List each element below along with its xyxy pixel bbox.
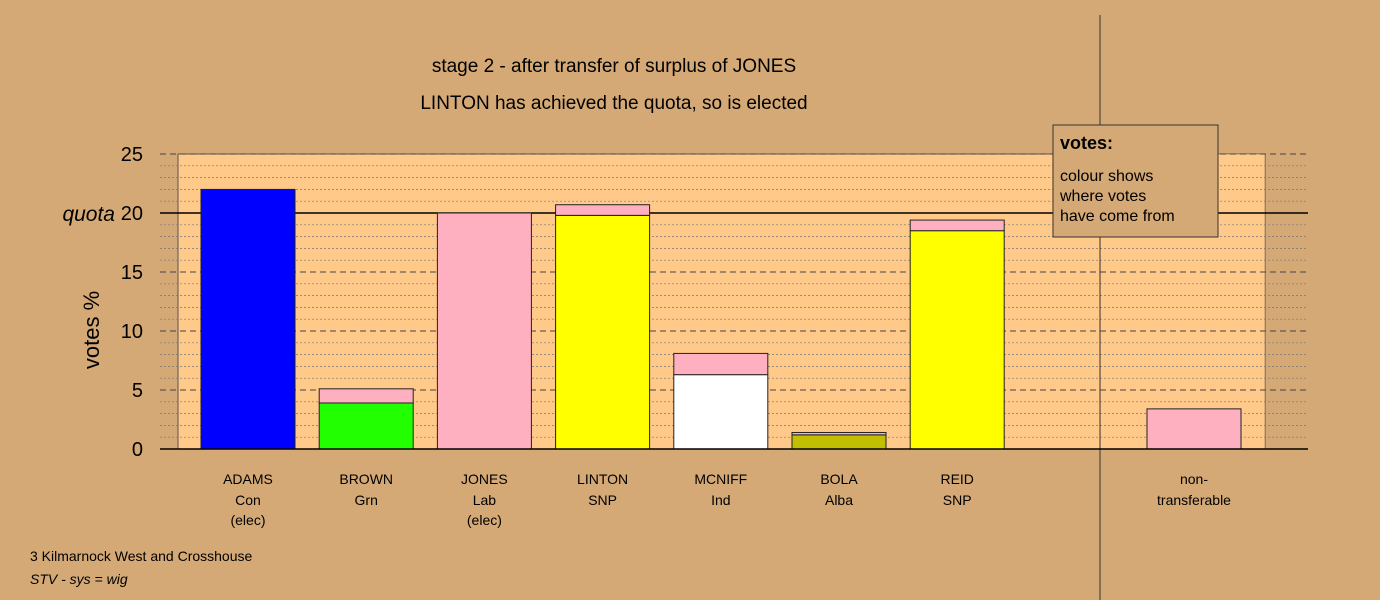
bar-bola-segment-1 [791,431,887,436]
y-tick-label: 0 [132,439,143,461]
footer-system: STV - sys = wig [30,571,128,587]
x-tick-label: Grn [355,492,378,508]
y-axis-label: votes % [79,291,104,369]
x-tick-label: (elec) [467,512,502,528]
chart-title: stage 2 - after transfer of surplus of J… [432,56,796,77]
bar-reid-segment-1 [909,219,1005,232]
legend-line: where votes [1059,188,1146,205]
x-axis-labels: ADAMS Con (elec) BROWN Grn JONES Lab (elec) LINT… [223,471,1231,528]
bar-mcniff-segment-1 [673,352,769,376]
bar-brown-segment-1 [318,388,414,404]
bar-nontransferable [1146,408,1242,450]
x-tick-label: JONES [461,471,508,487]
chart-subtitle: LINTON has achieved the quota, so is ele… [420,93,807,114]
y-tick-label: 25 [121,144,143,166]
bar-adams-segment-0 [200,188,296,450]
x-tick-label: SNP [588,492,617,508]
bar-jones-segment-0 [436,212,532,450]
y-tick-label: 5 [132,380,143,402]
x-tick-label: LINTON [577,471,628,487]
legend-box [1052,124,1219,238]
y-tick-label: 15 [121,262,143,284]
x-tick-label: Ind [711,492,730,508]
legend-line: colour shows [1060,168,1153,185]
x-tick-label: ADAMS [223,471,273,487]
y-tick-label: 20 [121,203,143,225]
x-tick-label: Lab [473,492,497,508]
legend: votes: colour shows where votes have com… [1052,124,1219,238]
x-tick-label: SNP [943,492,972,508]
bar-brown-segment-0 [318,402,414,450]
bar-linton-segment-0 [555,214,651,450]
bar-mcniff-segment-0 [673,374,769,450]
footer-ward: 3 Kilmarnock West and Crosshouse [30,548,253,564]
bar-reid-segment-0 [909,230,1005,450]
x-tick-label: (elec) [230,512,265,528]
legend-title: votes: [1060,133,1113,153]
x-tick-label: REID [940,471,973,487]
x-tick-label: Con [235,492,261,508]
x-tick-label: MCNIFF [694,471,747,487]
x-tick-label: non- [1180,471,1208,487]
x-tick-label: Alba [825,492,853,508]
bar-bola-segment-0 [791,434,887,450]
x-tick-label: BOLA [820,471,858,487]
quota-label: quota [62,203,115,226]
legend-line: have come from [1060,208,1175,225]
x-tick-label: BROWN [339,471,393,487]
bars [200,188,1242,450]
bar-linton-segment-1 [555,204,651,216]
y-axis-ticks: 0 5 10 15 20 25 [121,144,143,461]
x-tick-label: transferable [1157,492,1231,508]
y-tick-label: 10 [121,321,143,343]
